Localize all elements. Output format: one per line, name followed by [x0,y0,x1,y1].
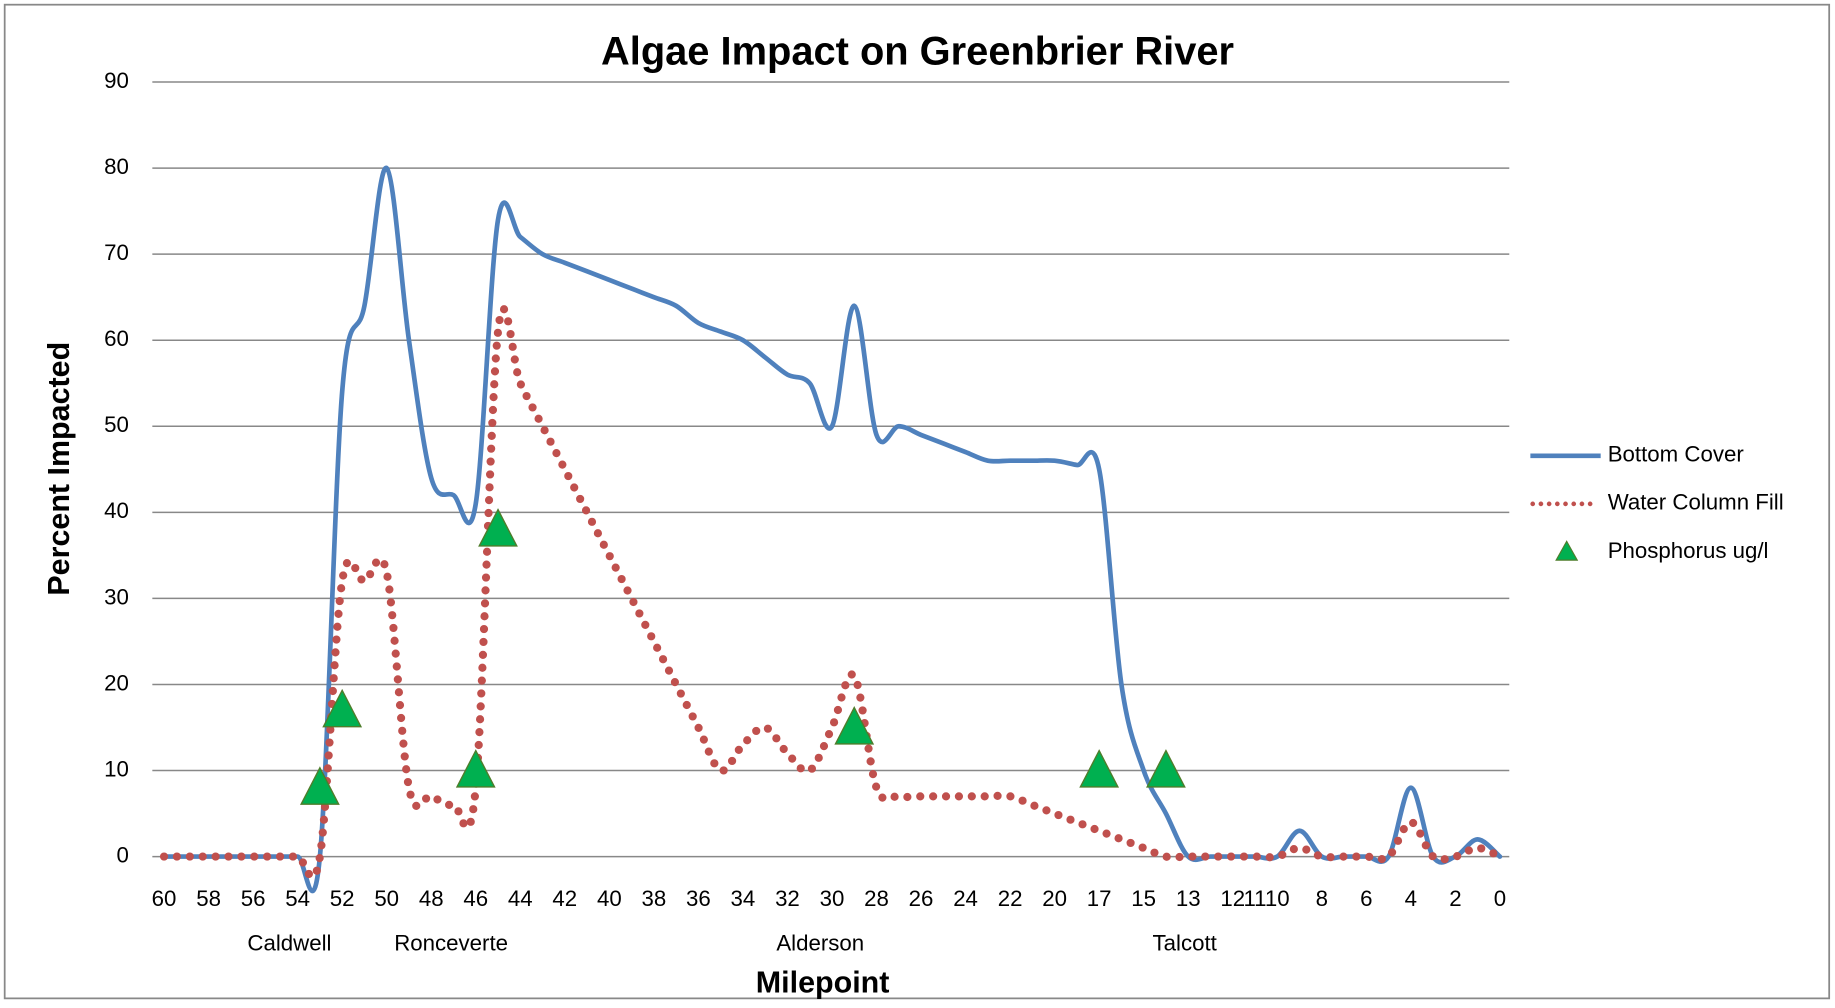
town-label: Caldwell [247,930,331,955]
phosphorus-marker [834,706,875,745]
phosphorus-marker [478,508,518,547]
chart-title: Algae Impact on Greenbrier River [601,29,1234,73]
phosphorus-marker [299,766,340,805]
y-tick-label: 10 [104,756,129,781]
x-tick-label: 58 [196,886,221,911]
x-tick-label: 44 [508,886,533,911]
x-tick-label: 0 [1494,886,1506,911]
y-tick-label: 70 [104,240,129,265]
series-line [159,305,1505,881]
x-tick-label: 60 [152,886,177,911]
x-axis-title: Milepoint [756,965,890,999]
y-axis-title: Percent Impacted [42,342,76,596]
x-tick-label: 22 [998,886,1023,911]
x-tick-label: 6 [1360,886,1372,911]
x-tick-label: 24 [953,886,978,911]
town-label: Talcott [1153,930,1218,955]
y-tick-label: 60 [104,326,129,351]
chart-area: Algae Impact on Greenbrier River Percent… [3,3,1831,1000]
y-tick-label: 90 [104,68,129,93]
x-tick-label: 48 [419,886,444,911]
x-tick-label: 40 [597,886,622,911]
x-tick-label: 12 [1220,886,1245,911]
phosphorus-marker [455,749,496,788]
x-tick-label: 11 [1243,886,1266,911]
chart-frame [3,3,1831,1000]
town-label: Alderson [776,930,864,955]
x-tick-label: 15 [1131,886,1156,911]
x-tick-label: 42 [552,886,577,911]
legend-label: Phosphorus ug/l [1608,538,1769,563]
x-tick-label: 10 [1265,886,1290,911]
x-tick-label: 17 [1087,886,1112,911]
phosphorus-marker [322,688,363,728]
x-tick-label: 54 [285,886,310,911]
x-tick-label: 32 [775,886,800,911]
y-tick-label: 20 [104,670,129,695]
x-tick-label: 36 [686,886,711,911]
legend-marker [1555,540,1579,561]
x-tick-label: 2 [1449,886,1461,911]
legend-label: Bottom Cover [1608,442,1745,467]
x-tick-label: 4 [1405,886,1417,911]
y-tick-label: 50 [104,412,129,437]
x-tick-label: 30 [820,886,845,911]
y-tick-label: 0 [117,842,129,867]
y-tick-label: 30 [104,584,129,609]
x-tick-label: 46 [463,886,488,911]
town-label: Ronceverte [394,930,508,955]
x-tick-label: 56 [241,886,266,911]
x-tick-label: 38 [641,886,666,911]
x-tick-label: 28 [864,886,889,911]
y-tick-label: 40 [104,498,129,523]
phosphorus-marker [1079,749,1120,788]
x-tick-label: 8 [1316,886,1328,911]
x-tick-label: 20 [1042,886,1067,911]
y-tick-label: 80 [104,154,129,179]
x-tick-label: 26 [909,886,934,911]
legend-label: Water Column Fill [1608,490,1784,515]
x-tick-label: 50 [374,886,399,911]
phosphorus-marker [1146,749,1186,788]
x-tick-label: 13 [1176,886,1201,911]
x-tick-label: 34 [731,886,756,911]
x-tick-label: 52 [330,886,355,911]
